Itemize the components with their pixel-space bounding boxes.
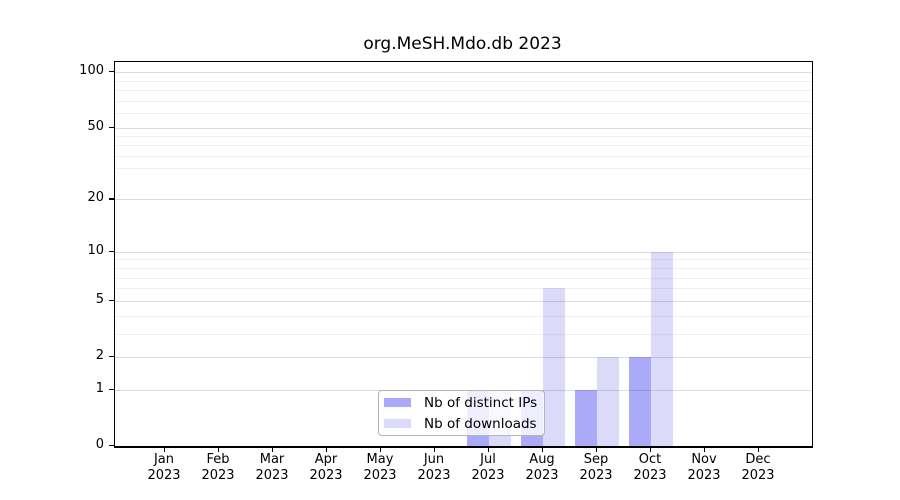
minor-gridline [115,113,812,115]
minor-gridline [115,80,812,82]
y-tick-label: 2 [95,348,104,363]
y-tick-mark [109,445,114,447]
x-tick-label: May 2023 [363,452,397,483]
minor-gridline [115,90,812,92]
x-tick-label: Mar 2023 [255,452,289,483]
y-tick-label: 1 [95,380,104,396]
minor-gridline [115,100,812,102]
y-tick-label: 0 [95,437,104,452]
x-tick-label: Feb 2023 [201,452,235,483]
legend: Nb of distinct IPs Nb of downloads [378,390,545,436]
x-tick-mark [595,447,597,452]
x-tick-mark [379,447,381,452]
minor-gridline [115,259,812,261]
y-tick-mark [109,250,114,253]
legend-swatch-downloads-icon [384,419,411,428]
legend-item-downloads: Nb of downloads [384,415,537,432]
y-tick-label: 10 [87,242,104,258]
x-tick-mark [325,447,327,452]
y-tick-label: 100 [79,63,104,79]
bar-downloads [651,251,673,446]
bar-distinct-ips [629,357,651,446]
x-tick-mark [433,447,435,452]
x-tick-label: Jun 2023 [417,452,451,483]
plot-area [114,61,813,448]
x-tick-mark [703,447,705,452]
minor-gridline [115,268,812,270]
x-tick-mark [163,447,165,452]
x-tick-label: Jan 2023 [147,452,181,483]
major-gridline [115,199,812,201]
x-tick-mark [271,447,273,452]
x-tick-label: Dec 2023 [741,452,775,483]
x-tick-label: Jul 2023 [471,452,505,483]
y-tick-mark [109,356,114,358]
minor-gridline [115,155,812,157]
x-tick-mark [649,447,651,452]
x-tick-label: Aug 2023 [525,452,559,483]
y-tick-mark [109,388,114,391]
bar-distinct-ips [575,389,597,446]
minor-gridline [115,145,812,147]
chart-title: org.MeSH.Mdo.db 2023 [363,34,562,54]
x-tick-mark [757,447,759,452]
minor-gridline [115,333,812,335]
x-tick-mark [217,447,219,452]
minor-gridline [115,277,812,279]
y-tick-label: 5 [95,291,104,307]
legend-swatch-distinct-ips-icon [384,398,411,407]
y-tick-mark [109,198,114,200]
legend-item-distinct-ips: Nb of distinct IPs [384,394,538,411]
minor-gridline [115,135,812,137]
bar-downloads [597,357,619,446]
major-gridline [115,127,812,129]
y-tick-label: 20 [87,190,104,206]
major-gridline [115,357,812,358]
y-tick-mark [109,299,114,302]
x-tick-mark [487,447,489,452]
legend-label-distinct-ips: Nb of distinct IPs [424,394,538,411]
minor-gridline [115,167,812,169]
y-tick-mark [109,126,114,128]
major-gridline [115,251,812,253]
y-tick-label: 50 [87,118,104,134]
x-tick-label: Oct 2023 [633,452,667,483]
minor-gridline [115,315,812,317]
major-gridline [115,72,812,74]
x-tick-mark [541,447,543,452]
legend-label-downloads: Nb of downloads [424,415,537,432]
y-tick-mark [109,71,114,73]
major-gridline [115,300,812,302]
minor-gridline [115,288,812,290]
x-tick-label: Nov 2023 [687,452,721,483]
x-tick-label: Apr 2023 [309,452,343,483]
bar-downloads [543,288,565,446]
x-tick-label: Sep 2023 [579,452,613,483]
